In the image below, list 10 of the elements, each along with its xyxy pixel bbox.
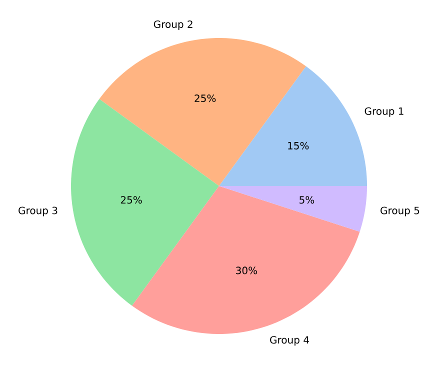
- data-label: 5%: [300, 196, 314, 204]
- slice-label: Group 4: [270, 336, 309, 346]
- slice-label: Group 3: [18, 206, 58, 216]
- slice-label: Group 5: [380, 206, 420, 216]
- data-label: 25%: [194, 94, 216, 102]
- data-label: 30%: [236, 266, 258, 274]
- data-label: 25%: [120, 196, 142, 204]
- slice-label: Group 2: [154, 20, 192, 30]
- slice-label: Group 1: [364, 107, 404, 117]
- data-label: 15%: [288, 142, 309, 150]
